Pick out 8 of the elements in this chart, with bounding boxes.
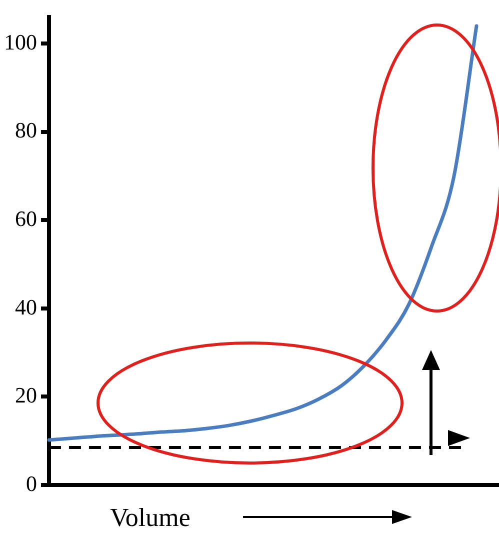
y-tick-label: 80	[15, 118, 37, 143]
y-tick-label: 60	[15, 206, 37, 231]
y-tick-label: 0	[26, 470, 37, 496]
line-series	[47, 24, 478, 442]
y-tick-label: 40	[15, 294, 37, 320]
x-axis-title: Volume	[110, 503, 190, 533]
y-tick-label: 100	[4, 29, 37, 54]
y-tick-label: 20	[15, 382, 37, 408]
